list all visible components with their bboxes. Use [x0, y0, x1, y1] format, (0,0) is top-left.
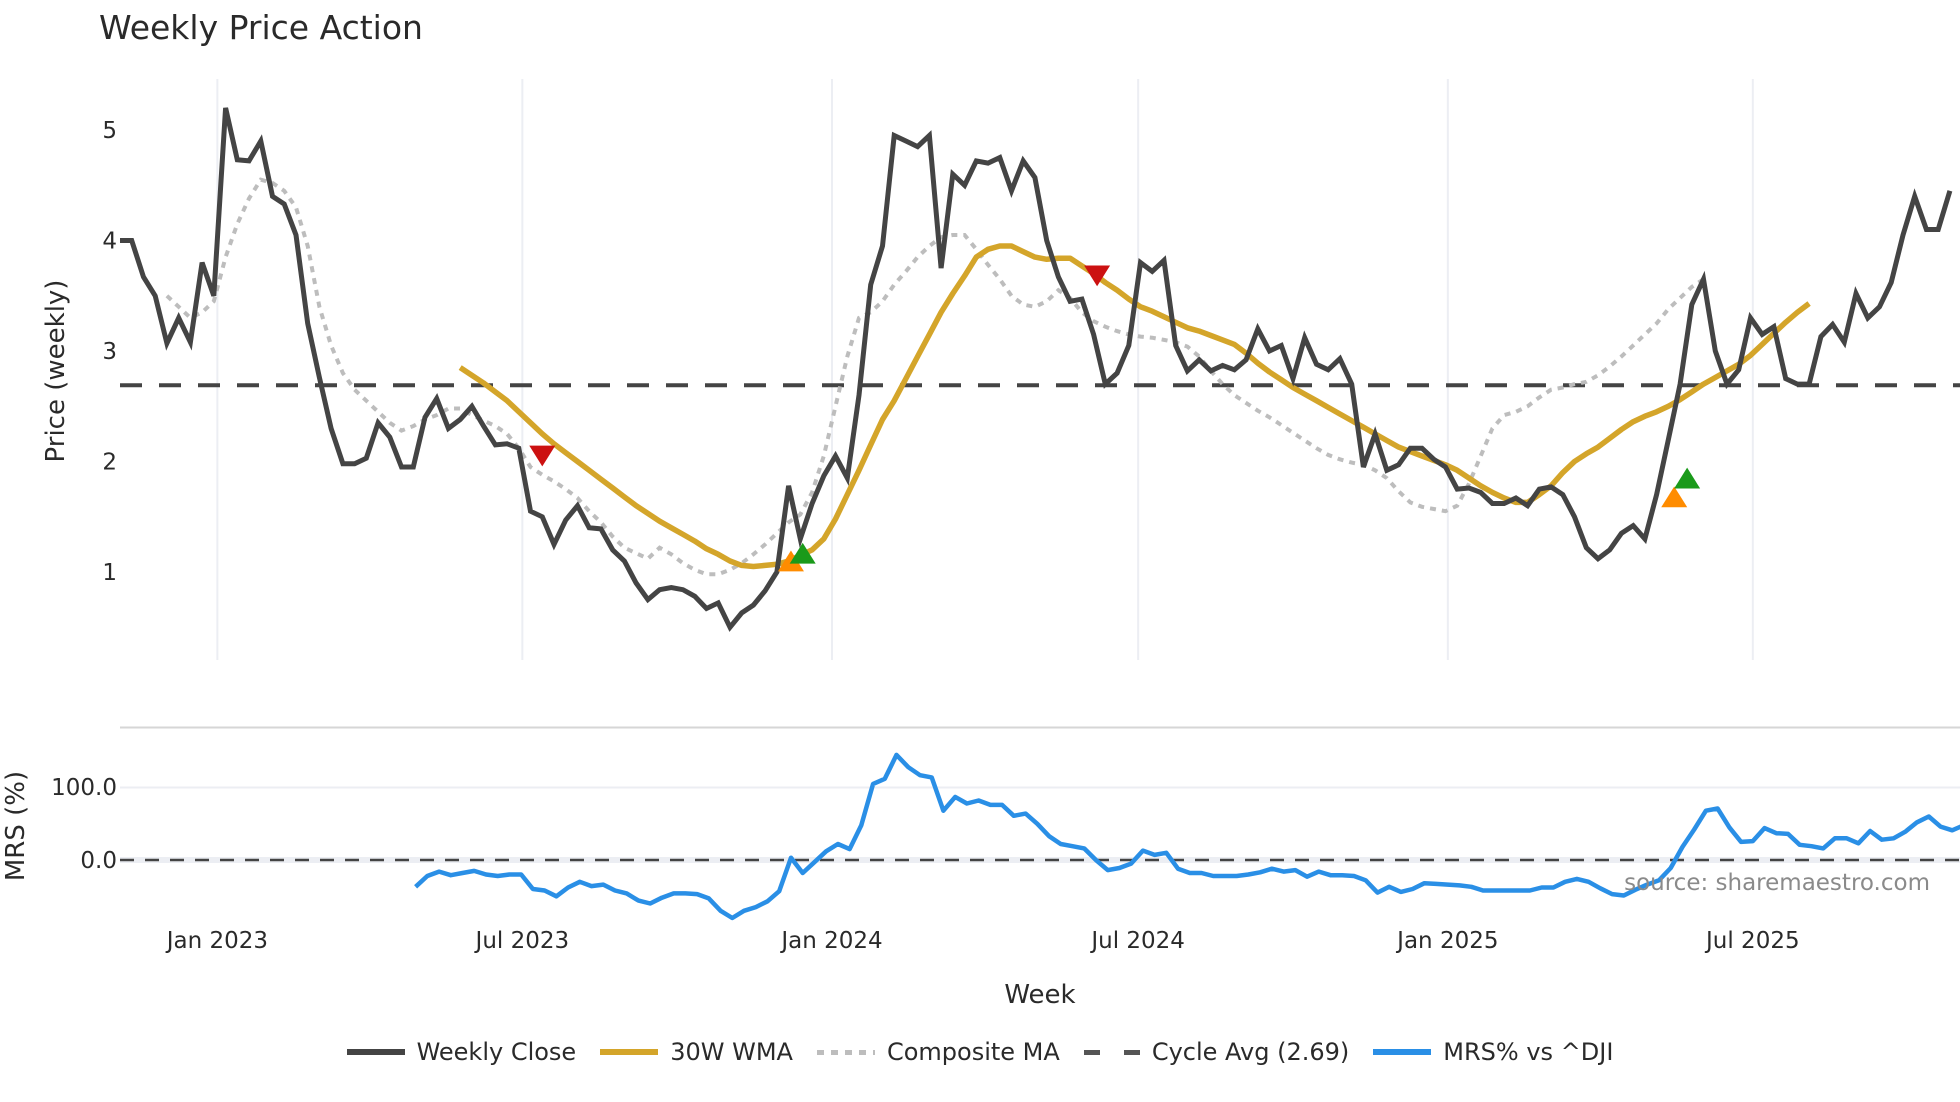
legend-item-cycle-avg[interactable]: Cycle Avg (2.69) — [1083, 1038, 1350, 1066]
buy-signal-triangle-up-icon[interactable] — [1674, 467, 1701, 489]
legend-item-composite-ma[interactable]: Composite MA — [816, 1038, 1060, 1066]
dashed-line-swatch-icon — [1083, 1049, 1140, 1055]
mrs-ytick-100: 100.0 — [51, 775, 117, 801]
price-y-tick-label: 3 — [102, 339, 117, 365]
legend-label: Cycle Avg (2.69) — [1151, 1038, 1350, 1066]
x-tick-label: Jan 2024 — [779, 928, 882, 954]
composite-ma-line[interactable] — [165, 177, 1705, 577]
legend-item-30w-wma[interactable]: 30W WMA — [600, 1038, 793, 1066]
buy-signal-triangle-up-icon[interactable] — [1661, 486, 1688, 508]
x-tick-label: Jul 2023 — [474, 928, 570, 954]
legend-item-weekly-close[interactable]: Weekly Close — [346, 1038, 577, 1066]
mrs-ytick-0: 0.0 — [80, 848, 117, 874]
legend-label: 30W WMA — [670, 1038, 793, 1066]
vertical-gridlines — [216, 79, 1754, 660]
x-axis-ticks: Jan 2023 Jul 2023 Jan 2024 Jul 2024 Jan 2025… — [165, 928, 1800, 954]
price-y-tick-label: 1 — [102, 560, 117, 586]
solid-line-swatch-icon — [1373, 1049, 1432, 1055]
source-note: source: sharemaestro.com — [1624, 870, 1930, 896]
x-tick-label: Jul 2024 — [1089, 928, 1185, 954]
mrs-line[interactable] — [414, 752, 1960, 921]
legend-label: MRS% vs ^DJI — [1443, 1038, 1614, 1066]
price-y-tick-label: 2 — [102, 450, 117, 476]
legend-item-mrs[interactable]: MRS% vs ^DJI — [1373, 1038, 1613, 1066]
solid-line-swatch-icon — [600, 1049, 659, 1055]
price-y-tick-label: 4 — [102, 229, 117, 255]
buy-signal-triangle-up-icon[interactable] — [789, 542, 816, 564]
dotted-line-swatch-icon — [816, 1049, 875, 1055]
sell-signal-triangle-down-icon[interactable] — [1084, 265, 1111, 287]
legend-label: Composite MA — [886, 1038, 1060, 1066]
chart-title: Weekly Price Action — [99, 8, 423, 47]
x-tick-label: Jul 2025 — [1704, 928, 1800, 954]
x-tick-label: Jan 2025 — [1395, 928, 1498, 954]
solid-line-swatch-icon — [346, 1049, 405, 1055]
sell-signal-triangle-down-icon[interactable] — [529, 445, 556, 467]
price-y-tick-label: 5 — [102, 118, 117, 144]
legend: Weekly Close 30W WMA Composite MA Cycle … — [0, 1034, 1960, 1070]
price-y-axis-title: Price (weekly) — [41, 280, 71, 463]
x-tick-label: Jan 2023 — [165, 928, 268, 954]
legend-label: Weekly Close — [416, 1038, 577, 1066]
x-axis-title: Week — [1004, 980, 1075, 1010]
mrs-y-axis-title: MRS (%) — [1, 771, 31, 881]
weekly-close-line[interactable] — [120, 107, 1953, 632]
buy-signal-triangle-up-icon[interactable] — [777, 550, 804, 572]
price-y-axis: 1 2 3 4 5 — [102, 118, 117, 586]
signal-markers — [529, 265, 1701, 572]
